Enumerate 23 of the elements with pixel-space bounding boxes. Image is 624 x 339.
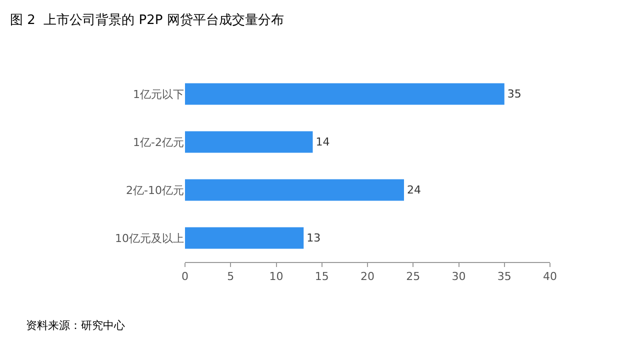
bar: [185, 131, 313, 153]
y-tick-label: 2亿-10亿元: [126, 184, 184, 197]
y-tick-label: 1亿-2亿元: [133, 136, 184, 149]
x-tick-label: 15: [314, 270, 329, 284]
x-tick-label: 40: [543, 270, 557, 284]
x-tick-label: 5: [227, 270, 234, 284]
x-tick-label: 0: [182, 270, 188, 284]
x-tick-label: 10: [269, 270, 284, 284]
data-label: 13: [306, 232, 321, 244]
x-tick-label: 20: [360, 270, 374, 284]
bar: [185, 227, 304, 249]
y-tick-label: 10亿元及以上: [115, 232, 184, 245]
x-tick-label: 25: [406, 270, 420, 284]
chart-title: 图 2 上市公司背景的 P2P 网贷平台成交量分布: [10, 12, 284, 28]
y-tick-label: 1亿元以下: [133, 88, 184, 101]
bar: [185, 179, 404, 201]
text: 资料来源：研究中心: [26, 319, 125, 332]
x-tick-label: 35: [497, 270, 512, 284]
bar: [185, 83, 504, 105]
data-label: 35: [507, 88, 522, 100]
data-label: 14: [316, 136, 330, 148]
x-tick-label: 30: [452, 270, 466, 284]
data-label: 24: [407, 184, 421, 196]
